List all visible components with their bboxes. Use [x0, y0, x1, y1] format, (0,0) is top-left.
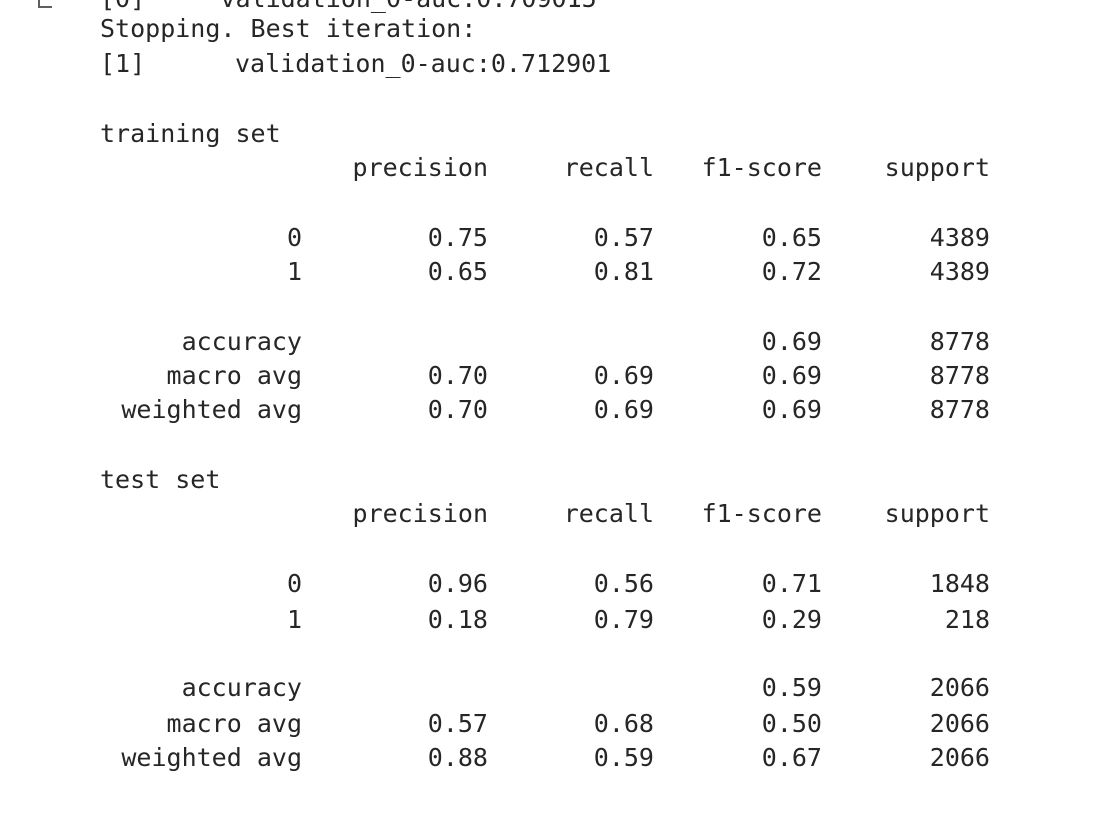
cell-support: 4389: [929, 223, 990, 252]
cell-precision: 0.18: [427, 605, 488, 634]
cell-precision: 0.57: [427, 709, 488, 738]
cell-precision: 0.96: [427, 569, 488, 598]
cell-f1: 0.29: [761, 605, 822, 634]
training-set-title: training set: [100, 119, 281, 148]
cell-f1: 0.59: [761, 673, 822, 702]
cell-precision: 0.65: [427, 257, 488, 286]
cell-support: 2066: [929, 709, 990, 738]
cell-recall: 0.57: [593, 223, 654, 252]
cell-f1: 0.50: [761, 709, 822, 738]
cell-recall: 0.79: [593, 605, 654, 634]
cell-recall: 0.69: [593, 395, 654, 424]
row-label: 0: [286, 569, 302, 598]
row-label: accuracy: [181, 327, 302, 356]
cell-f1: 0.71: [761, 569, 822, 598]
row-label: 1: [286, 257, 302, 286]
test-set-title: test set: [100, 465, 221, 494]
cell-precision: 0.88: [427, 743, 488, 772]
row-label: weighted avg: [121, 395, 302, 424]
cell-support: 2066: [929, 673, 990, 702]
cell-recall: 0.69: [593, 361, 654, 390]
best-iteration-line: [1] validation_0-auc:0.712901: [100, 49, 611, 79]
cell-precision: 0.70: [427, 361, 488, 390]
cell-f1: 0.72: [761, 257, 822, 286]
header-support: support: [884, 499, 990, 528]
cell-support: 8778: [929, 327, 990, 356]
log-line-partial: [0] validation_0-auc:0.709015: [100, 0, 597, 14]
header-f1-score: f1-score: [701, 499, 822, 528]
cell-recall: 0.59: [593, 743, 654, 772]
cell-support: 8778: [929, 395, 990, 424]
row-label: 1: [286, 605, 302, 634]
header-support: support: [884, 153, 990, 182]
header-recall: recall: [563, 499, 654, 528]
cell-f1: 0.69: [761, 327, 822, 356]
cell-f1: 0.65: [761, 223, 822, 252]
cell-recall: 0.56: [593, 569, 654, 598]
stopping-message: Stopping. Best iteration:: [100, 14, 477, 43]
output-arrow-icon[interactable]: [38, 0, 52, 8]
cell-precision: 0.70: [427, 395, 488, 424]
cell-support: 4389: [929, 257, 990, 286]
cell-support: 218: [944, 605, 990, 634]
row-label: macro avg: [166, 361, 302, 390]
cell-precision: 0.75: [427, 223, 488, 252]
header-f1-score: f1-score: [701, 153, 822, 182]
best-iteration-index: [1]: [100, 49, 146, 78]
header-precision: precision: [352, 153, 488, 182]
cell-recall: 0.68: [593, 709, 654, 738]
best-iteration-metric: validation_0-auc:0.712901: [235, 49, 612, 78]
row-label: accuracy: [181, 673, 302, 702]
row-label: 0: [286, 223, 302, 252]
cell-support: 1848: [929, 569, 990, 598]
cell-support: 2066: [929, 743, 990, 772]
header-recall: recall: [563, 153, 654, 182]
cell-recall: 0.81: [593, 257, 654, 286]
cell-f1: 0.67: [761, 743, 822, 772]
cell-f1: 0.69: [761, 395, 822, 424]
row-label: macro avg: [166, 709, 302, 738]
header-precision: precision: [352, 499, 488, 528]
cell-f1: 0.69: [761, 361, 822, 390]
row-label: weighted avg: [121, 743, 302, 772]
cell-support: 8778: [929, 361, 990, 390]
